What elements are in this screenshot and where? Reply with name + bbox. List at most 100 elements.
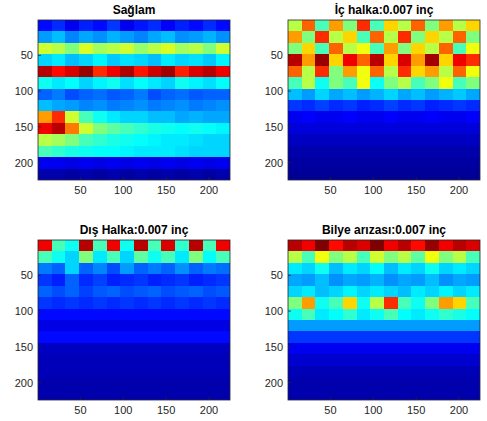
cell [38, 111, 52, 123]
cell [107, 43, 121, 55]
cell [466, 366, 480, 378]
cell [216, 31, 230, 43]
cell [120, 157, 134, 169]
cell [79, 331, 93, 343]
cell [38, 134, 52, 146]
cell [120, 263, 134, 275]
cell [161, 297, 175, 309]
cell [38, 31, 52, 43]
cell [65, 31, 79, 43]
cell [79, 366, 93, 378]
cell [216, 377, 230, 389]
cell [175, 134, 189, 146]
cell [216, 111, 230, 123]
y-tick [288, 346, 291, 347]
cell [93, 134, 107, 146]
cell [370, 274, 384, 286]
cell [38, 377, 52, 389]
x-tick-label: 50 [74, 184, 86, 196]
cell [343, 20, 357, 32]
y-tick-label: 200 [265, 377, 283, 389]
cell [288, 343, 302, 355]
cell [134, 389, 148, 400]
cell [65, 320, 79, 332]
cell [370, 263, 384, 275]
cell [79, 309, 93, 321]
cell [134, 354, 148, 366]
cell [425, 169, 439, 180]
cell [107, 157, 121, 169]
cell [411, 377, 425, 389]
cell [134, 263, 148, 275]
cell [65, 286, 79, 298]
y-tick-label: 100 [15, 305, 33, 317]
cell [453, 297, 467, 309]
x-tick-label: 100 [364, 404, 382, 416]
cell [343, 89, 357, 101]
cell [52, 123, 66, 135]
cell [148, 309, 162, 321]
cell [189, 89, 203, 101]
cell [466, 343, 480, 355]
cell [384, 146, 398, 158]
cell [189, 146, 203, 158]
cell [79, 43, 93, 55]
cell [329, 286, 343, 298]
cell [288, 240, 302, 252]
cell [370, 77, 384, 89]
cell [38, 274, 52, 286]
cell [189, 354, 203, 366]
x-tick [80, 177, 81, 180]
cell [175, 157, 189, 169]
cell [52, 331, 66, 343]
cell [175, 66, 189, 78]
cell [343, 123, 357, 135]
cell [161, 123, 175, 135]
cell [216, 77, 230, 89]
cell [148, 157, 162, 169]
cell [38, 389, 52, 400]
cell [120, 77, 134, 89]
cell [357, 146, 371, 158]
x-tick-label: 100 [114, 404, 132, 416]
cell [425, 134, 439, 146]
cell [107, 31, 121, 43]
cell [203, 31, 217, 43]
cell [288, 169, 302, 180]
cell [38, 100, 52, 112]
cell [93, 77, 107, 89]
cell [370, 66, 384, 78]
cell [439, 54, 453, 66]
cell [52, 100, 66, 112]
cell [148, 134, 162, 146]
cell [343, 320, 357, 332]
cell [288, 66, 302, 78]
cell [288, 331, 302, 343]
cell [411, 320, 425, 332]
cell [315, 89, 329, 101]
cell [357, 43, 371, 55]
panel-title: İç halka:0.007 inç [335, 2, 434, 17]
cell [411, 309, 425, 321]
cell [216, 43, 230, 55]
cell [93, 320, 107, 332]
cell [189, 297, 203, 309]
cell [216, 100, 230, 112]
cell [107, 240, 121, 252]
cell [343, 263, 357, 275]
cell [161, 377, 175, 389]
cell [384, 251, 398, 263]
cell [466, 309, 480, 321]
cell [439, 389, 453, 400]
cell [439, 89, 453, 101]
cell [370, 240, 384, 252]
cell [52, 309, 66, 321]
cell [189, 251, 203, 263]
cell [343, 134, 357, 146]
cell [439, 343, 453, 355]
cell [203, 297, 217, 309]
cell [175, 354, 189, 366]
cell [38, 263, 52, 275]
cell [175, 320, 189, 332]
cell [439, 146, 453, 158]
